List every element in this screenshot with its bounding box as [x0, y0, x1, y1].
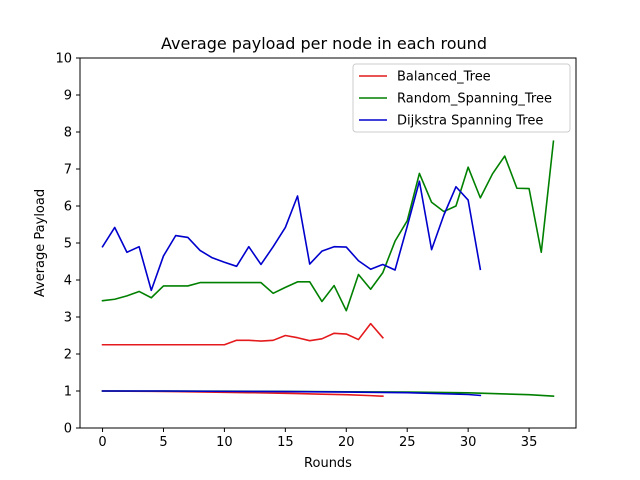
y-tick-label: 2 — [64, 348, 72, 363]
y-tick-label: 6 — [64, 200, 72, 215]
y-axis: 0 1 2 3 4 5 6 7 8 9 10 — [55, 52, 80, 437]
legend-box — [352, 63, 571, 133]
legend-label: Balanced_Tree — [397, 70, 491, 85]
series-line-dijkstra-spanning-tree — [101, 390, 482, 397]
x-tick-label: 5 — [159, 435, 167, 450]
y-tick-label: 10 — [55, 52, 72, 67]
legend-label: Dijkstra Spanning Tree — [397, 114, 543, 129]
y-tick-label: 4 — [64, 274, 72, 289]
y-axis-title: Average Payload — [33, 189, 48, 297]
y-tick-label: 8 — [64, 126, 72, 141]
x-axis-title: Rounds — [304, 456, 352, 471]
x-tick-label: 0 — [98, 435, 106, 450]
series-line-dijkstra-spanning-tree — [101, 180, 482, 292]
y-tick-label: 3 — [64, 311, 72, 326]
x-tick-label: 15 — [277, 435, 294, 450]
y-tick-label: 1 — [64, 385, 72, 400]
legend-label: Random_Spanning_Tree — [397, 92, 552, 107]
y-tick-label: 5 — [64, 237, 72, 252]
series-line-random-spanning-tree — [101, 140, 555, 312]
y-tick-label: 0 — [64, 422, 72, 437]
x-tick-label: 35 — [521, 435, 538, 450]
series-line-balanced-tree — [101, 322, 384, 346]
y-tick-label: 9 — [64, 89, 72, 104]
x-tick-label: 10 — [216, 435, 233, 450]
x-tick-label: 30 — [460, 435, 477, 450]
chart-title: Average payload per node in each round — [161, 34, 487, 53]
legend: Balanced_Tree Random_Spanning_Tree Dijkstr… — [352, 63, 571, 133]
series-layer — [101, 140, 555, 398]
x-axis: 0 5 10 15 20 25 30 35 — [98, 428, 537, 450]
y-tick-label: 7 — [64, 163, 72, 178]
x-tick-label: 20 — [338, 435, 355, 450]
x-tick-label: 25 — [399, 435, 416, 450]
